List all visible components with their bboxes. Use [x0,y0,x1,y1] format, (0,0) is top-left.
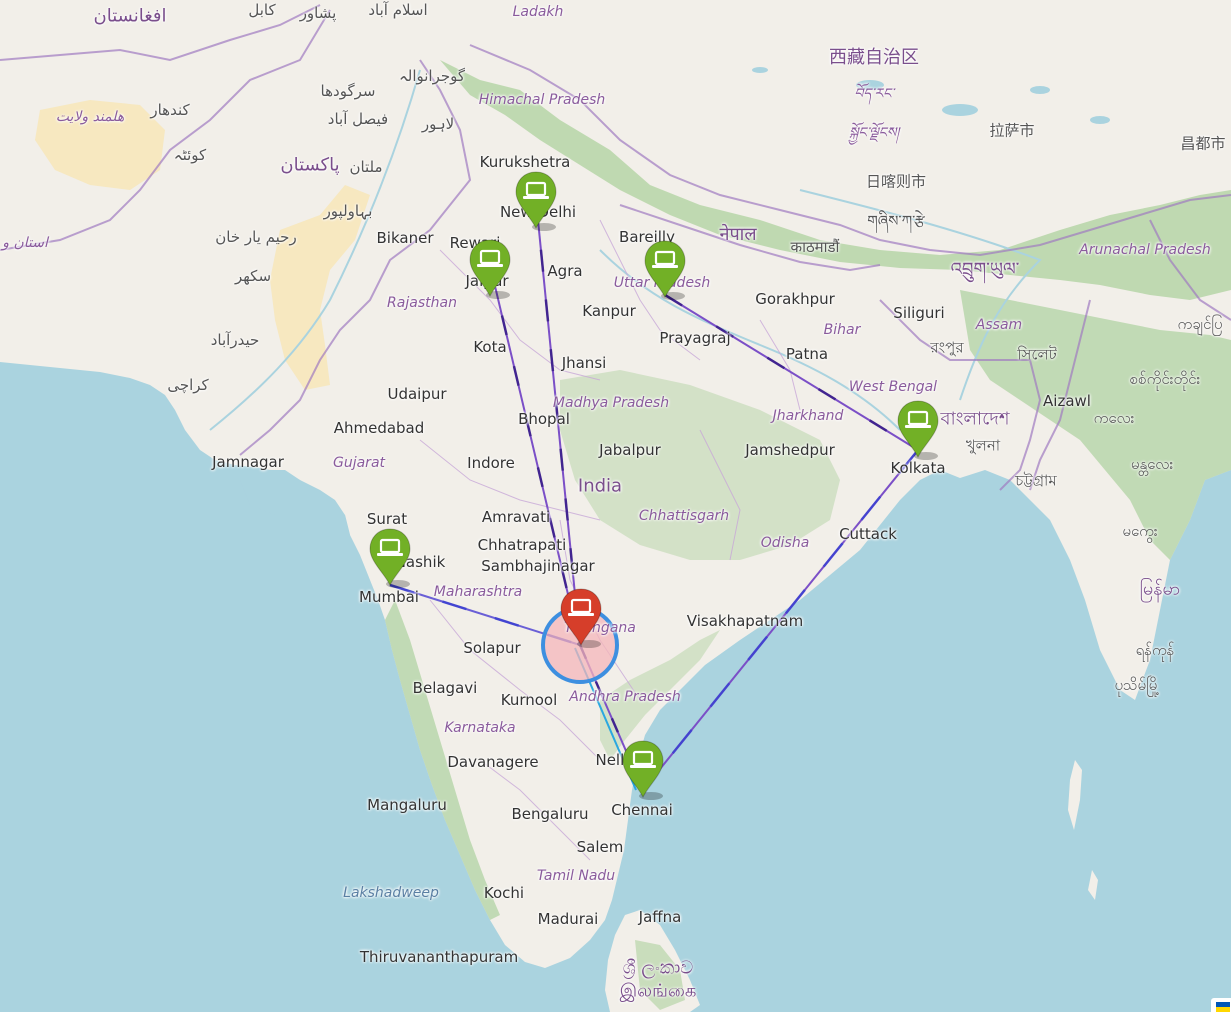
ukraine-flag-icon[interactable] [1211,998,1231,1012]
laptop-icon [377,538,403,556]
laptop-icon [477,249,503,267]
river-indus [209,69,421,431]
link-kolkata-chennai-dash [642,449,919,791]
land-andaman [1068,760,1082,830]
forest-central [560,370,840,560]
border-himalaya [469,44,1231,257]
border-nepal-south [619,204,881,272]
marker-kolkata[interactable] [896,399,940,460]
river-brahmaputra [799,189,1042,401]
river-ganges [599,249,901,431]
marker-new-delhi[interactable] [514,170,558,231]
desert-helmand [35,100,165,190]
link-new-delhi [535,199,581,646]
border-afghanistan [0,4,321,62]
lake-tibet-2 [942,104,978,116]
border-china-myanmar [1149,219,1231,321]
lake-tibet-5 [1090,116,1110,124]
link-uttar-kolkata-dash [664,293,919,452]
laptop-icon [568,598,594,616]
border-pakistan-india [239,59,472,456]
sea-gulf-khambhat [240,470,350,535]
lake-tibet-1 [856,80,884,90]
forest-sri-lanka [635,940,685,1010]
land-andaman-2 [1088,870,1098,900]
border-bangladesh [879,299,1042,491]
desert-thar [270,185,370,390]
laptop-icon [523,181,549,199]
forest-western-ghats [385,600,500,920]
laptop-icon [630,750,656,768]
marker-chennai[interactable] [621,739,665,800]
state-boundaries [419,219,801,861]
link-jaipur-dash [488,264,582,646]
marker-jaipur[interactable] [468,238,512,299]
forest-eastern-ghats [600,630,720,760]
border-myanmar [1029,299,1091,491]
forest-northeast [960,290,1231,560]
marker-uttar-pradesh[interactable] [643,239,687,300]
laptop-icon [652,250,678,268]
lake-tibet-4 [752,67,768,73]
marker-hyderabad[interactable] [559,587,603,648]
marker-mumbai[interactable] [368,527,412,588]
lake-tibet-3 [1030,86,1050,94]
laptop-icon [905,410,931,428]
border-afg-pak [0,9,331,251]
forest-himalaya [440,60,1231,300]
